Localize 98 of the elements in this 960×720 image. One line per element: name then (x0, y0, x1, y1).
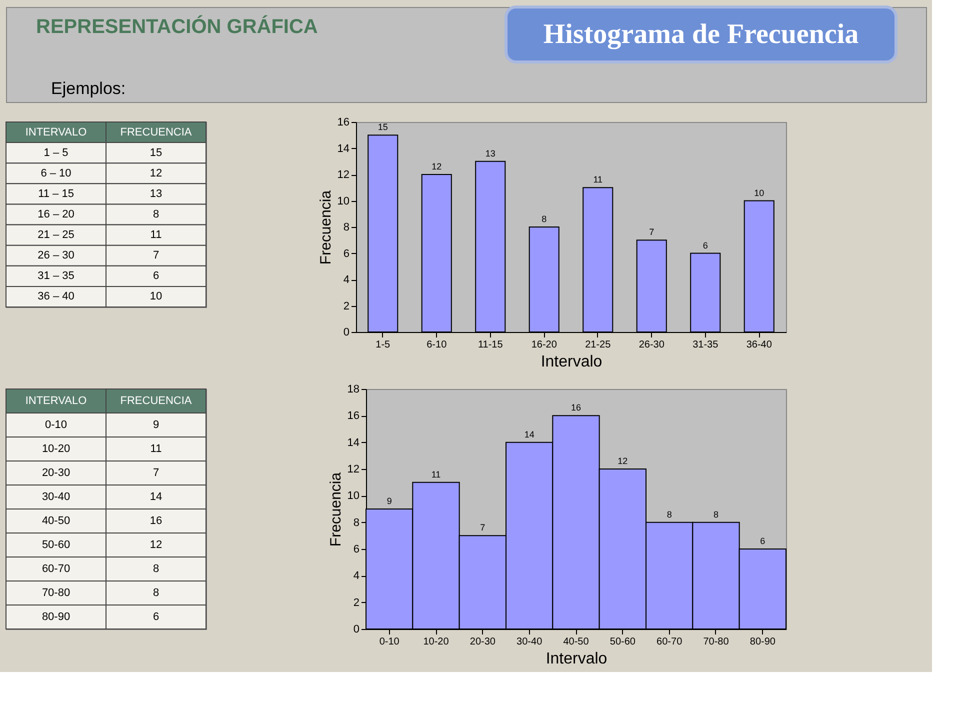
text: 6 (152, 611, 160, 623)
data-label: 12 (432, 162, 442, 172)
y-axis-title: Frecuencia (317, 190, 334, 265)
x-axis-title: Intervalo (540, 354, 602, 370)
y-tick-label: 12 (347, 464, 360, 476)
text: 12 (150, 539, 162, 551)
text: Ejemplos: (51, 79, 126, 98)
y-tick-label: 4 (343, 274, 350, 286)
category-label: FRECUENCIA (120, 395, 192, 407)
text: 10 (150, 290, 162, 303)
data-label: 11 (431, 469, 441, 480)
y-axis-title: Frecuencia (327, 472, 344, 547)
data-label: 10 (754, 188, 764, 198)
x-tick-label: 20-30 (470, 636, 496, 648)
y-tick-label: 14 (337, 142, 350, 155)
x-tick-label: 50-60 (610, 636, 636, 648)
data-label: 13 (485, 148, 496, 158)
x-tick-label: 1-5 (376, 340, 391, 350)
data-label: 11 (593, 174, 603, 185)
text: 11 (150, 229, 162, 242)
x-tick-label: 26-30 (638, 340, 665, 350)
text: 15 (150, 146, 162, 159)
text: REPRESENTACIÓN GRÁFICA (36, 15, 318, 38)
text: 8 (152, 563, 160, 575)
y-tick-label: 6 (343, 248, 350, 260)
text: 16 (150, 515, 162, 527)
text: 8 (152, 587, 160, 599)
text: 12 (150, 167, 162, 180)
data-label: 8 (542, 214, 547, 224)
data-label: 7 (649, 227, 654, 238)
x-tick-label: 6-10 (426, 340, 448, 350)
x-tick-label: 80-90 (750, 636, 776, 648)
x-tick-label: 36-40 (746, 340, 772, 350)
text: 7 (152, 467, 160, 479)
y-tick-label: 12 (337, 169, 350, 181)
x-axis-title: Intervalo (546, 650, 608, 668)
y-tick-label: 8 (343, 222, 350, 234)
data-label: 16 (570, 402, 582, 413)
data-label: 9 (386, 496, 392, 506)
text: 6 (152, 270, 160, 282)
text: 40-50 (42, 515, 70, 527)
text: 0-10 (44, 419, 68, 431)
x-tick-label: 31-35 (692, 340, 719, 350)
text: 20-30 (42, 467, 70, 479)
data-label: 15 (378, 122, 388, 132)
data-label: 12 (618, 456, 628, 466)
data-label: 6 (702, 240, 708, 250)
text: 8 (152, 208, 160, 220)
category-label: INTERVALO (25, 395, 88, 407)
y-tick-label: 0 (343, 326, 350, 338)
text: 10-20 (42, 443, 70, 455)
x-tick-label: 60-70 (656, 636, 683, 648)
category-label: FRECUENCIA (120, 126, 192, 138)
text: 26 – 30 (38, 250, 74, 262)
x-tick-label: 16-20 (531, 340, 558, 350)
x-tick-label: 21-25 (585, 340, 612, 350)
y-tick-label: 6 (353, 544, 360, 556)
x-tick-label: 40-50 (563, 636, 590, 648)
data-label: 6 (760, 536, 766, 546)
text: 16 – 20 (38, 208, 74, 220)
text: 80-90 (42, 611, 70, 623)
y-tick-label: 16 (347, 410, 360, 422)
text: 70-80 (42, 587, 70, 599)
text: 21 – 25 (38, 229, 74, 242)
text: 14 (150, 491, 162, 503)
x-tick-label: 10-20 (423, 636, 450, 648)
category-label: INTERVALO (25, 126, 88, 138)
text: Histograma de Frecuencia (543, 19, 859, 50)
text: 60-70 (42, 563, 70, 575)
y-tick-label: 2 (343, 300, 350, 312)
data-label: 14 (524, 429, 534, 440)
y-tick-label: 10 (347, 490, 360, 502)
text: 13 (150, 188, 162, 200)
y-tick-label: 4 (353, 570, 360, 582)
y-tick-label: 8 (353, 516, 360, 529)
y-tick-label: 0 (353, 624, 360, 636)
text: 50-60 (42, 539, 70, 551)
x-tick-label: 11-15 (478, 340, 504, 350)
x-tick-label: 0-10 (379, 636, 400, 648)
text: 1 – 5 (44, 146, 68, 159)
y-tick-label: 18 (347, 384, 360, 396)
y-tick-label: 10 (337, 195, 350, 208)
y-tick-label: 2 (353, 596, 360, 609)
text: 11 – 15 (38, 188, 74, 200)
text: 11 (150, 443, 162, 455)
y-tick-label: 14 (347, 436, 360, 449)
data-label: 8 (713, 509, 719, 520)
text: 7 (152, 250, 160, 262)
text: 36 – 40 (38, 290, 74, 303)
text: 6 – 10 (40, 167, 72, 180)
x-tick-label: 70-80 (703, 636, 730, 648)
data-label: 7 (480, 522, 486, 533)
text: 30-40 (42, 491, 70, 503)
y-tick-label: 16 (337, 116, 350, 128)
text: 31 – 35 (38, 270, 74, 282)
data-label: 8 (666, 509, 672, 520)
x-tick-label: 30-40 (516, 636, 543, 648)
text: 9 (152, 419, 160, 431)
